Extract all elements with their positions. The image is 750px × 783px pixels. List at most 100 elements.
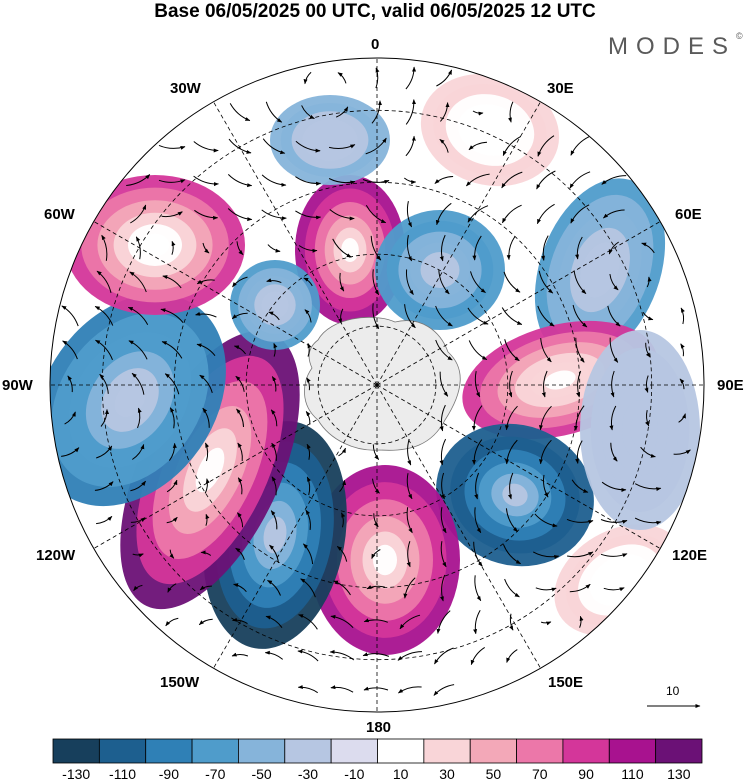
lon-label-120e: 120E bbox=[672, 547, 708, 564]
wind-vector-78 bbox=[232, 276, 248, 288]
wind-vector-213 bbox=[200, 550, 212, 556]
wind-vector-266 bbox=[397, 686, 422, 694]
colorbar-tick-label: -30 bbox=[297, 766, 319, 782]
wind-vector-221 bbox=[473, 541, 483, 567]
anomaly-blob-13 bbox=[230, 260, 320, 350]
wind-vector-88 bbox=[573, 270, 587, 294]
logo-text: MODES bbox=[608, 33, 737, 60]
wind-vector-32 bbox=[295, 176, 322, 186]
wind-vector-7 bbox=[301, 105, 315, 120]
wind-vector-40 bbox=[569, 171, 591, 189]
wind-vector-125 bbox=[680, 343, 685, 357]
wind-vector-77 bbox=[196, 279, 215, 285]
meridian-line-11 bbox=[213, 101, 378, 386]
wind-vector-96 bbox=[231, 312, 248, 320]
wind-vector-219 bbox=[406, 541, 411, 568]
meridian-line-7 bbox=[213, 384, 378, 669]
wind-vector-30 bbox=[227, 174, 253, 188]
wind-vector-76 bbox=[162, 275, 182, 289]
anomaly-blob-7 bbox=[310, 465, 460, 655]
wind-vector-112 bbox=[128, 340, 148, 360]
wind-vector-250 bbox=[473, 610, 481, 635]
wind-vector-195 bbox=[130, 517, 146, 523]
colorbar-tick-label: 90 bbox=[578, 766, 594, 782]
wind-vector-5 bbox=[229, 103, 251, 122]
anomaly-blob-5 bbox=[436, 423, 594, 567]
wind-vector-229 bbox=[233, 583, 247, 593]
wind-vector-156 bbox=[645, 409, 650, 427]
wind-vector-117 bbox=[307, 342, 312, 357]
wind-vector-14 bbox=[158, 144, 186, 150]
wind-vector-208 bbox=[566, 518, 594, 524]
wind-vector-198 bbox=[237, 512, 244, 528]
wind-vector-251 bbox=[509, 613, 514, 631]
wind-vector-17 bbox=[262, 138, 286, 155]
wind-vector-252 bbox=[540, 621, 552, 626]
wind-vector-161 bbox=[168, 442, 177, 461]
wind-vector-42 bbox=[130, 204, 147, 224]
lon-label-90e: 90E bbox=[717, 377, 744, 394]
wind-vector-66 bbox=[406, 234, 413, 262]
meridian-line-2 bbox=[376, 221, 661, 386]
reference-vector-label: 10 bbox=[666, 684, 680, 698]
wind-vector-264 bbox=[330, 685, 354, 693]
wind-vector-104 bbox=[501, 307, 523, 325]
wind-vector-255 bbox=[264, 650, 284, 660]
wind-vector-108 bbox=[642, 312, 654, 321]
colorbar-tick-label: 130 bbox=[667, 766, 691, 782]
wind-vector-137 bbox=[541, 370, 548, 398]
anomaly-blob-14 bbox=[580, 330, 700, 530]
wind-vector-29 bbox=[193, 175, 219, 187]
wind-vector-151 bbox=[471, 405, 483, 431]
wind-vector-236 bbox=[474, 575, 482, 602]
wind-vector-10 bbox=[405, 99, 417, 125]
wind-vector-97 bbox=[268, 311, 280, 321]
wind-vector-86 bbox=[503, 271, 521, 293]
wind-vector-218 bbox=[371, 549, 381, 559]
wind-vector-35 bbox=[403, 177, 417, 185]
wind-vector-111 bbox=[95, 339, 113, 360]
colorbar-swatch-11 bbox=[562, 738, 610, 764]
wind-vector-203 bbox=[406, 507, 413, 534]
wind-vector-109 bbox=[680, 307, 685, 325]
lon-label-90w: 90W bbox=[2, 377, 33, 394]
wind-vector-168 bbox=[407, 438, 412, 466]
wind-vectors bbox=[61, 66, 691, 696]
wind-vector-224 bbox=[567, 551, 594, 558]
wind-vector-67 bbox=[439, 234, 446, 262]
wind-vector-126 bbox=[67, 375, 73, 393]
wind-vector-84 bbox=[438, 270, 450, 295]
wind-vector-95 bbox=[195, 311, 217, 318]
lon-label-120w: 120W bbox=[36, 547, 76, 564]
wind-vector-214 bbox=[235, 547, 245, 560]
wind-vector-248 bbox=[399, 614, 421, 630]
wind-vector-55 bbox=[570, 204, 590, 224]
wind-vector-4 bbox=[436, 69, 453, 87]
colorbar-swatch-1 bbox=[98, 738, 147, 764]
wind-vector-25 bbox=[537, 135, 555, 157]
wind-vector-19 bbox=[328, 144, 356, 150]
wind-vector-227 bbox=[167, 583, 177, 593]
wind-vector-22 bbox=[439, 139, 449, 153]
anomaly-blob-0 bbox=[295, 175, 405, 325]
wind-vector-211 bbox=[132, 553, 144, 558]
wind-vector-68 bbox=[472, 235, 482, 261]
wind-vector-244 bbox=[265, 615, 283, 628]
wind-vector-193 bbox=[634, 483, 662, 492]
meridian-line-10 bbox=[93, 221, 378, 386]
wind-vector-75 bbox=[129, 271, 147, 293]
wind-vector-242 bbox=[198, 618, 213, 626]
wind-vector-82 bbox=[372, 269, 380, 296]
wind-vector-53 bbox=[501, 204, 522, 224]
wind-vector-91 bbox=[61, 305, 79, 327]
wind-vector-216 bbox=[303, 543, 314, 565]
wind-vector-258 bbox=[362, 652, 390, 657]
wind-vector-194 bbox=[96, 516, 113, 525]
wind-vector-143 bbox=[100, 409, 110, 427]
colorbar-tick-label: -10 bbox=[344, 766, 365, 782]
wind-vector-3 bbox=[405, 66, 417, 90]
wind-vector-167 bbox=[372, 444, 380, 460]
wind-vector-210 bbox=[634, 517, 662, 525]
colorbar-swatch-7 bbox=[377, 738, 425, 764]
